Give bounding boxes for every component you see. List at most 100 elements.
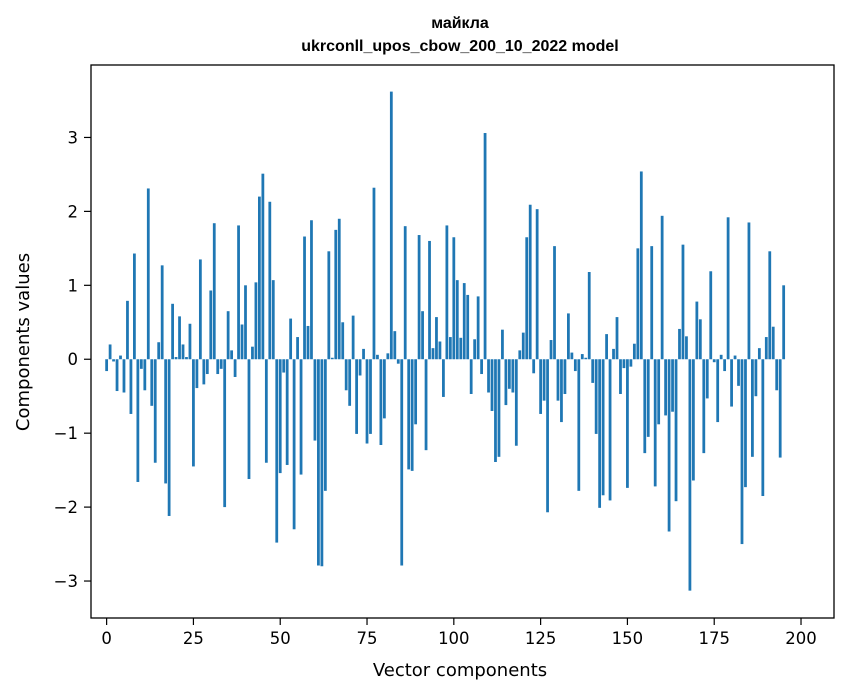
bar bbox=[775, 359, 779, 391]
bar bbox=[258, 196, 261, 360]
bar bbox=[386, 353, 390, 360]
bar bbox=[365, 359, 369, 444]
bar bbox=[567, 313, 570, 360]
bar bbox=[317, 359, 320, 566]
bar bbox=[782, 285, 786, 360]
bar bbox=[251, 346, 254, 360]
bar bbox=[271, 280, 275, 360]
bar bbox=[504, 359, 508, 406]
bar bbox=[153, 359, 157, 463]
bar bbox=[518, 350, 522, 360]
bar bbox=[643, 359, 647, 454]
x-tick-label: 100 bbox=[438, 629, 470, 648]
bar bbox=[653, 359, 657, 487]
bar bbox=[126, 300, 129, 360]
bar bbox=[442, 359, 445, 397]
bar bbox=[192, 359, 195, 467]
bar bbox=[358, 359, 362, 376]
bar bbox=[112, 359, 115, 362]
bar bbox=[417, 235, 421, 360]
bar bbox=[115, 359, 119, 392]
bar bbox=[570, 352, 574, 360]
bar bbox=[473, 339, 477, 360]
bar bbox=[212, 223, 216, 360]
bar bbox=[636, 248, 640, 360]
bar bbox=[240, 324, 244, 360]
y-tick-label: −3 bbox=[54, 572, 78, 591]
bar bbox=[122, 359, 126, 393]
bar bbox=[424, 359, 428, 451]
bar bbox=[698, 319, 702, 360]
bar bbox=[143, 359, 147, 391]
bar bbox=[685, 336, 688, 360]
bar bbox=[369, 359, 372, 434]
bar bbox=[778, 359, 782, 458]
bar bbox=[521, 332, 525, 360]
bar bbox=[414, 359, 418, 425]
bar bbox=[351, 315, 355, 360]
bar bbox=[771, 326, 775, 360]
bar bbox=[692, 359, 695, 481]
bar bbox=[410, 359, 414, 471]
bar bbox=[299, 359, 303, 475]
bar bbox=[487, 359, 490, 393]
bar bbox=[671, 359, 674, 412]
bar bbox=[615, 317, 619, 360]
x-tick-label: 0 bbox=[101, 629, 112, 648]
bar bbox=[393, 331, 397, 360]
bar bbox=[244, 285, 247, 360]
bar bbox=[747, 222, 751, 360]
bar bbox=[702, 359, 706, 454]
bar bbox=[483, 133, 487, 360]
bar bbox=[355, 359, 358, 434]
bar bbox=[247, 359, 251, 480]
bar bbox=[528, 204, 532, 360]
x-tick-label: 25 bbox=[183, 629, 204, 648]
bar bbox=[282, 359, 286, 373]
bar bbox=[563, 359, 567, 394]
bar bbox=[629, 359, 633, 367]
bar bbox=[480, 359, 483, 375]
bar bbox=[591, 359, 595, 383]
bar bbox=[549, 340, 553, 360]
y-axis-label: Components values bbox=[13, 253, 34, 431]
bar bbox=[695, 301, 699, 360]
bar bbox=[230, 350, 234, 360]
bar bbox=[764, 337, 768, 360]
bar bbox=[167, 359, 171, 516]
bar bbox=[306, 325, 310, 360]
bar bbox=[268, 201, 272, 360]
bar bbox=[757, 348, 761, 360]
bar bbox=[469, 359, 473, 394]
bar bbox=[205, 359, 209, 375]
bar bbox=[751, 359, 754, 457]
y-tick-label: 0 bbox=[68, 350, 79, 369]
bar bbox=[198, 259, 202, 360]
y-tick-label: −2 bbox=[54, 498, 78, 517]
bar bbox=[598, 359, 602, 508]
bar bbox=[209, 290, 213, 360]
y-tick-label: 2 bbox=[68, 202, 79, 221]
bar bbox=[650, 246, 654, 360]
bar bbox=[330, 357, 334, 360]
bar bbox=[323, 359, 327, 491]
bar bbox=[514, 359, 518, 446]
bar bbox=[639, 171, 643, 360]
bar bbox=[160, 265, 164, 360]
x-tick-label: 75 bbox=[357, 629, 378, 648]
bar bbox=[539, 359, 543, 414]
bar bbox=[556, 359, 560, 401]
bar bbox=[709, 271, 713, 360]
chart-title: майкла bbox=[431, 15, 489, 32]
bar bbox=[584, 357, 588, 360]
bar bbox=[580, 354, 584, 360]
bar bbox=[216, 359, 220, 375]
bar bbox=[292, 359, 296, 530]
bar bbox=[511, 359, 515, 393]
bar bbox=[619, 359, 622, 394]
bar bbox=[264, 359, 268, 463]
bar bbox=[490, 359, 494, 411]
bar bbox=[612, 348, 615, 360]
bar bbox=[310, 220, 313, 360]
bar bbox=[379, 359, 383, 445]
